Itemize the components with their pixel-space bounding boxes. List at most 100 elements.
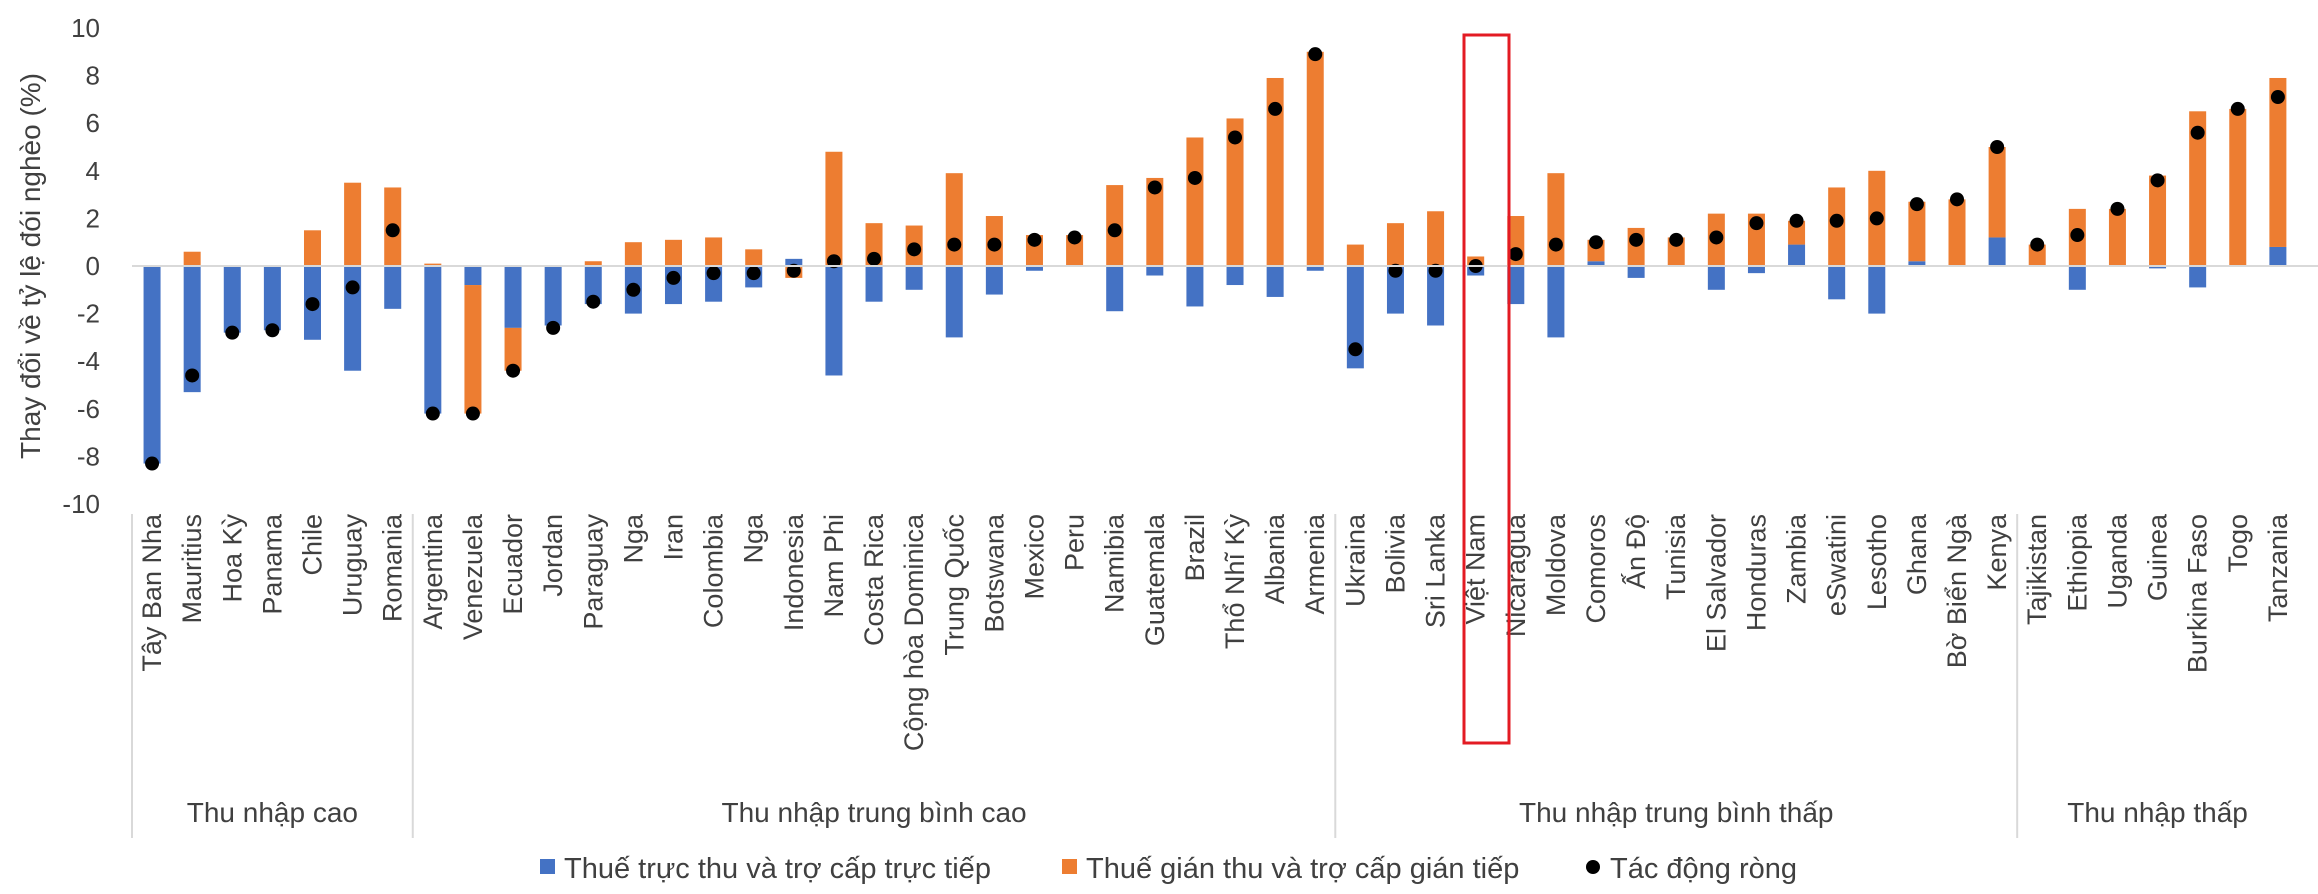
category-label: Lesotho [1862,514,1892,610]
bar-indirect [1266,77,1284,266]
bar-indirect [584,261,602,266]
category-label: Peru [1060,514,1090,571]
y-tick-label: 0 [86,251,100,281]
bar-direct [1106,266,1124,312]
bar-direct [1386,266,1404,314]
bar-indirect [1788,220,1806,245]
group-label: Thu nhập thấp [2067,797,2248,828]
bar-indirect [745,249,763,266]
bar-indirect [1306,51,1324,266]
bar-indirect [1226,118,1244,266]
net-effect-point [746,266,761,281]
bar-direct [1547,266,1565,338]
bar-direct [1587,261,1605,266]
bar-indirect [664,239,682,266]
y-tick-label: 8 [86,61,100,91]
category-label: Ethiopia [2062,513,2092,612]
net-effect-point [1308,47,1323,62]
net-effect-point [145,456,160,471]
net-effect-point [1508,247,1523,262]
net-effect-point [1990,140,2005,154]
category-label: Iran [658,514,688,561]
category-label: Jordan [538,514,568,597]
net-effect-point [1067,230,1082,245]
category-label: Uganda [2102,513,2132,609]
bar-direct [1346,266,1364,369]
bar-indirect [825,151,843,266]
category-label: Kenya [1982,513,2012,591]
y-tick-label: 4 [86,156,100,186]
bar-direct [1507,266,1525,305]
legend-swatch [1062,859,1077,874]
category-label: Tajikistan [2022,514,2052,625]
category-label: Guinea [2143,513,2173,601]
category-label: Hoa Kỳ [217,514,247,603]
group-label: Thu nhập trung bình thấp [1519,797,1833,828]
bar-indirect [424,263,442,266]
legend-swatch [540,859,555,874]
category-label: Trung Quốc [939,514,969,656]
income-group-labels: Thu nhập cao Thu nhập trung bình cao Thu n… [131,514,2248,838]
category-label: Paraguay [578,514,608,630]
y-tick-label: 10 [71,13,100,43]
bar-direct [2269,246,2287,266]
net-effect-point [465,406,480,421]
net-effect-point [1829,213,1844,228]
bar-direct [1186,266,1204,307]
bar-indirect [1146,177,1164,266]
net-effect-point [947,237,962,252]
bar-direct [464,266,482,286]
bar-direct [1988,237,2006,266]
bar-direct [424,266,442,414]
bar-indirect [1186,137,1204,266]
net-effect-point [1548,237,1563,252]
y-tick-label: -10 [62,489,100,519]
category-label: Nga [739,513,769,564]
category-labels: Tây Ban Nha Mauritius Hoa Kỳ Panama Chile Uru… [137,513,2293,751]
y-tick-label: 2 [86,203,100,233]
bar-direct [1627,266,1645,278]
y-tick-label: -6 [77,394,100,424]
category-label: Costa Rica [859,513,889,646]
net-effect-point [867,251,882,266]
y-tick-label: -2 [77,299,100,329]
legend-marker [1586,860,1600,874]
category-label: Cộng hòa Dominica [899,513,929,751]
bar-direct [1025,266,1043,271]
net-effect-point [1388,263,1403,278]
category-label: Togo [2223,514,2253,573]
category-label: Tây Ban Nha [137,513,167,672]
bar-direct [504,266,522,328]
bar-direct [1908,261,1926,266]
category-label: Mauritius [177,514,207,624]
bar-direct [1226,266,1244,286]
bar-direct [1868,266,1886,314]
net-effect-point [506,363,521,378]
bar-indirect [2149,175,2167,266]
net-effect-markers [145,47,2285,471]
bar-direct [1266,266,1284,297]
legend: Thuế trực thu và trợ cấp trực tiếp Thuế g… [540,853,1797,885]
bar-direct [905,266,923,290]
y-axis-title: Thay đổi về tỷ lệ đói nghèo (%) [15,73,46,459]
bar-indirect [1948,199,1966,266]
category-label: Moldova [1541,513,1571,616]
category-label: Nam Phi [819,514,849,618]
group-label: Thu nhập cao [187,797,358,828]
bar-indirect [183,251,201,266]
bar-indirect [2189,111,2207,266]
net-effect-point [425,406,440,421]
category-label: Argentina [418,513,448,630]
bar-indirect [624,242,642,266]
bar-indirect [1547,173,1565,266]
category-label: Sri Lanka [1421,513,1451,628]
bar-indirect [945,173,963,266]
category-label: Romania [378,513,408,622]
category-label: Thổ Nhĩ Kỳ [1220,514,1250,650]
bar-direct [263,266,281,331]
net-effect-point [1869,211,1884,226]
net-effect-point [1147,180,1162,195]
net-effect-point [185,368,200,383]
legend-label: Thuế gián thu và trợ cấp gián tiếp [1086,853,1519,885]
bar-direct [584,266,602,305]
